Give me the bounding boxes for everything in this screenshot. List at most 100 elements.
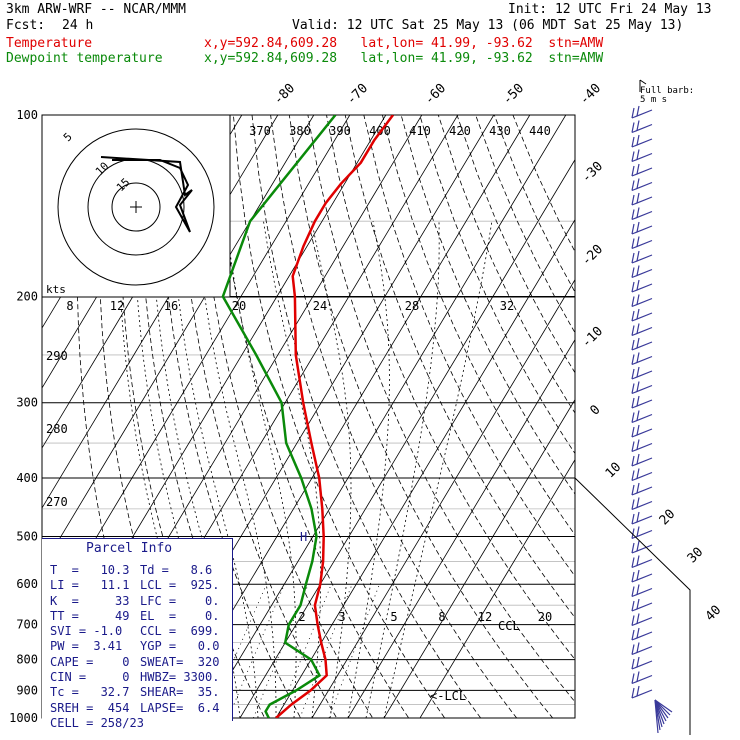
wind-barb	[631, 424, 653, 438]
moist-adiabat-line	[311, 221, 352, 718]
wind-barb	[631, 656, 653, 670]
parcel-info-row: K = 33 LFC = 0.	[50, 594, 219, 609]
moist-adiabat-label: 280	[46, 422, 68, 436]
hodograph-ring	[57, 128, 215, 286]
parcel-info-left: CELL = 258/23	[50, 715, 144, 730]
moist-adiabat-label: 290	[46, 349, 68, 363]
wind-barb	[631, 627, 653, 641]
wind-barb	[631, 236, 653, 250]
mixing-ratio-label: 2	[298, 610, 305, 624]
isotherm-line	[347, 338, 575, 718]
parcel-info-right: LFC = 0.	[140, 593, 220, 608]
pressure-tick-label: 600	[16, 577, 38, 591]
isotherm-tick-label: -30	[579, 159, 606, 186]
pressure-tick-label: 100	[16, 108, 38, 122]
wind-barb	[631, 642, 653, 656]
pressure-tick-label: 200	[16, 290, 38, 304]
parcel-info-right: SWEAT= 320	[140, 654, 220, 669]
dry-adiabat-line	[363, 115, 575, 577]
theta-label: 410	[409, 124, 431, 138]
moist-adiabat-line	[171, 221, 259, 718]
parcel-info-row: T = 10.3 Td = 8.6	[50, 563, 219, 578]
wind-barb	[631, 323, 653, 337]
theta-label: 370	[249, 124, 271, 138]
moist-adiabat-line	[151, 221, 241, 718]
dry-adiabat-line	[195, 115, 374, 718]
isotherm-tick-label: 40	[703, 603, 725, 625]
dry-adiabat-line	[288, 115, 554, 718]
forecast-label: Fcst:	[6, 18, 46, 33]
wind-barb	[631, 221, 653, 235]
wind-barb	[631, 352, 653, 366]
pressure-tick-label: 1000	[9, 711, 38, 725]
isotherm-line	[203, 115, 567, 718]
parcel-info-title: Parcel Info	[86, 541, 173, 556]
mixing-ratio-line	[208, 584, 267, 718]
temperature-legend: Temperature	[6, 36, 93, 51]
isotherm-line	[311, 278, 575, 718]
pressure-tick-label: 900	[16, 683, 38, 697]
pressure-tick-label: 800	[16, 653, 38, 667]
parcel-info-right: SHEAR= 35.	[140, 685, 220, 700]
moist-adiabat-line	[365, 221, 440, 718]
isotherm-tick-label: -50	[500, 81, 527, 108]
wind-barb	[631, 511, 653, 525]
pressure-tick-label: 500	[16, 529, 38, 543]
hodograph-speed-label: 32	[500, 299, 514, 313]
hodograph-speed-label: 28	[405, 299, 419, 313]
parcel-info-left: LI = 11.1	[50, 578, 130, 593]
moist-adiabat-line	[263, 221, 321, 718]
dry-adiabat-line	[214, 115, 410, 718]
parcel-info-box: Parcel Info T = 10.3 Td = 8.6 LI = 11.1 LCL…	[42, 538, 233, 730]
parcel-info-right: Td = 8.6	[140, 563, 213, 577]
moist-adiabat-line	[383, 221, 493, 718]
wind-barb	[631, 250, 653, 264]
parcel-info-row: CIN = 0 HWBZ= 3300.	[50, 670, 219, 685]
wind-barb	[631, 178, 653, 192]
moist-adiabat-label: 270	[46, 495, 68, 509]
wind-barb	[631, 468, 653, 482]
wind-barb	[631, 149, 653, 163]
moist-adiabat-line	[347, 221, 390, 718]
wind-barb	[631, 192, 653, 206]
isotherm-tick-label: -10	[579, 324, 606, 351]
dry-adiabat-line	[382, 115, 575, 536]
surface-barb	[654, 699, 659, 734]
temperature-profile	[275, 115, 395, 718]
isotherm-tick-label: -40	[577, 81, 604, 108]
lfc-marker: H	[300, 530, 307, 544]
init-time: Init: 12 UTC Fri 24 May 13	[508, 2, 712, 17]
dry-adiabat-line	[400, 115, 575, 495]
parcel-info-row: CELL = 258/23	[50, 716, 219, 731]
wind-barb	[631, 569, 653, 583]
wind-barb	[631, 497, 653, 511]
dry-adiabat-line	[158, 115, 302, 718]
theta-label: 440	[529, 124, 551, 138]
wind-barb	[631, 120, 653, 134]
wind-barb	[631, 613, 653, 627]
dewpoint-location: x,y=592.84,609.28 lat,lon= 41.99, -93.62…	[204, 51, 604, 66]
parcel-info-row: Tc = 32.7 SHEAR= 35.	[50, 685, 219, 700]
mixing-ratio-label: 5	[390, 610, 397, 624]
parcel-info-left: TT = 49	[50, 608, 130, 623]
wind-barb	[631, 453, 653, 467]
wind-barb	[631, 482, 653, 496]
wind-barb	[631, 265, 653, 279]
mixing-ratio-line	[227, 584, 285, 718]
hodograph-trace	[100, 156, 193, 233]
dry-adiabat-line	[98, 115, 194, 718]
isotherm-line	[419, 458, 575, 718]
dry-adiabat-line	[512, 115, 575, 253]
wind-barb	[631, 555, 653, 569]
mixing-ratio-label: 12	[478, 610, 492, 624]
forecast-hour: 24 h	[62, 18, 94, 33]
wind-barb	[631, 439, 653, 453]
barb-guide-line	[574, 477, 691, 735]
hodograph-units: kts	[46, 283, 66, 296]
isotherm-tick-label: -20	[579, 242, 606, 269]
ccl-label: CCL	[498, 619, 520, 633]
isotherm-line	[383, 398, 575, 718]
moist-adiabat-line	[195, 221, 277, 718]
